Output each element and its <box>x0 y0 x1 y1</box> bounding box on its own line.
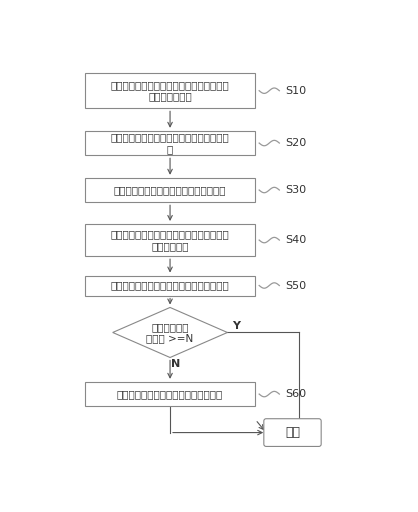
Text: 在每类商品中设置具体商品的最小支持度阈
値: 在每类商品中设置具体商品的最小支持度阈 値 <box>111 132 229 154</box>
Polygon shape <box>113 307 227 357</box>
FancyBboxPatch shape <box>85 178 255 202</box>
FancyBboxPatch shape <box>85 73 255 109</box>
Text: 结束: 结束 <box>285 426 300 439</box>
Text: 在每类商品中设置类别的最小支持度阈値: 在每类商品中设置类别的最小支持度阈値 <box>114 185 226 195</box>
Text: S60: S60 <box>285 389 306 399</box>
FancyBboxPatch shape <box>85 131 255 155</box>
Text: S20: S20 <box>285 138 306 148</box>
FancyBboxPatch shape <box>264 419 321 446</box>
Text: 利用商品类别的规则为用户做补充推荐: 利用商品类别的规则为用户做补充推荐 <box>117 389 223 399</box>
Text: S30: S30 <box>285 185 306 195</box>
Text: 用户得到的推
荐数目 >=N: 用户得到的推 荐数目 >=N <box>146 322 194 343</box>
FancyBboxPatch shape <box>85 224 255 256</box>
Text: 利用具体商品的规则为用户进行个性化推荐: 利用具体商品的规则为用户进行个性化推荐 <box>111 281 229 290</box>
Text: S10: S10 <box>285 86 306 96</box>
FancyBboxPatch shape <box>85 382 255 407</box>
Text: S50: S50 <box>285 281 306 290</box>
Text: Y: Y <box>232 322 240 331</box>
FancyBboxPatch shape <box>85 275 255 295</box>
Text: S40: S40 <box>285 235 306 245</box>
Text: N: N <box>171 359 180 370</box>
Text: 配置输入参数，并建立商品分类层次树，并
对商品进行归类: 配置输入参数，并建立商品分类层次树，并 对商品进行归类 <box>111 80 229 101</box>
Text: 利用多最小支持度关联规则算法挖掘频繁项
集和产生规则: 利用多最小支持度关联规则算法挖掘频繁项 集和产生规则 <box>111 229 229 251</box>
